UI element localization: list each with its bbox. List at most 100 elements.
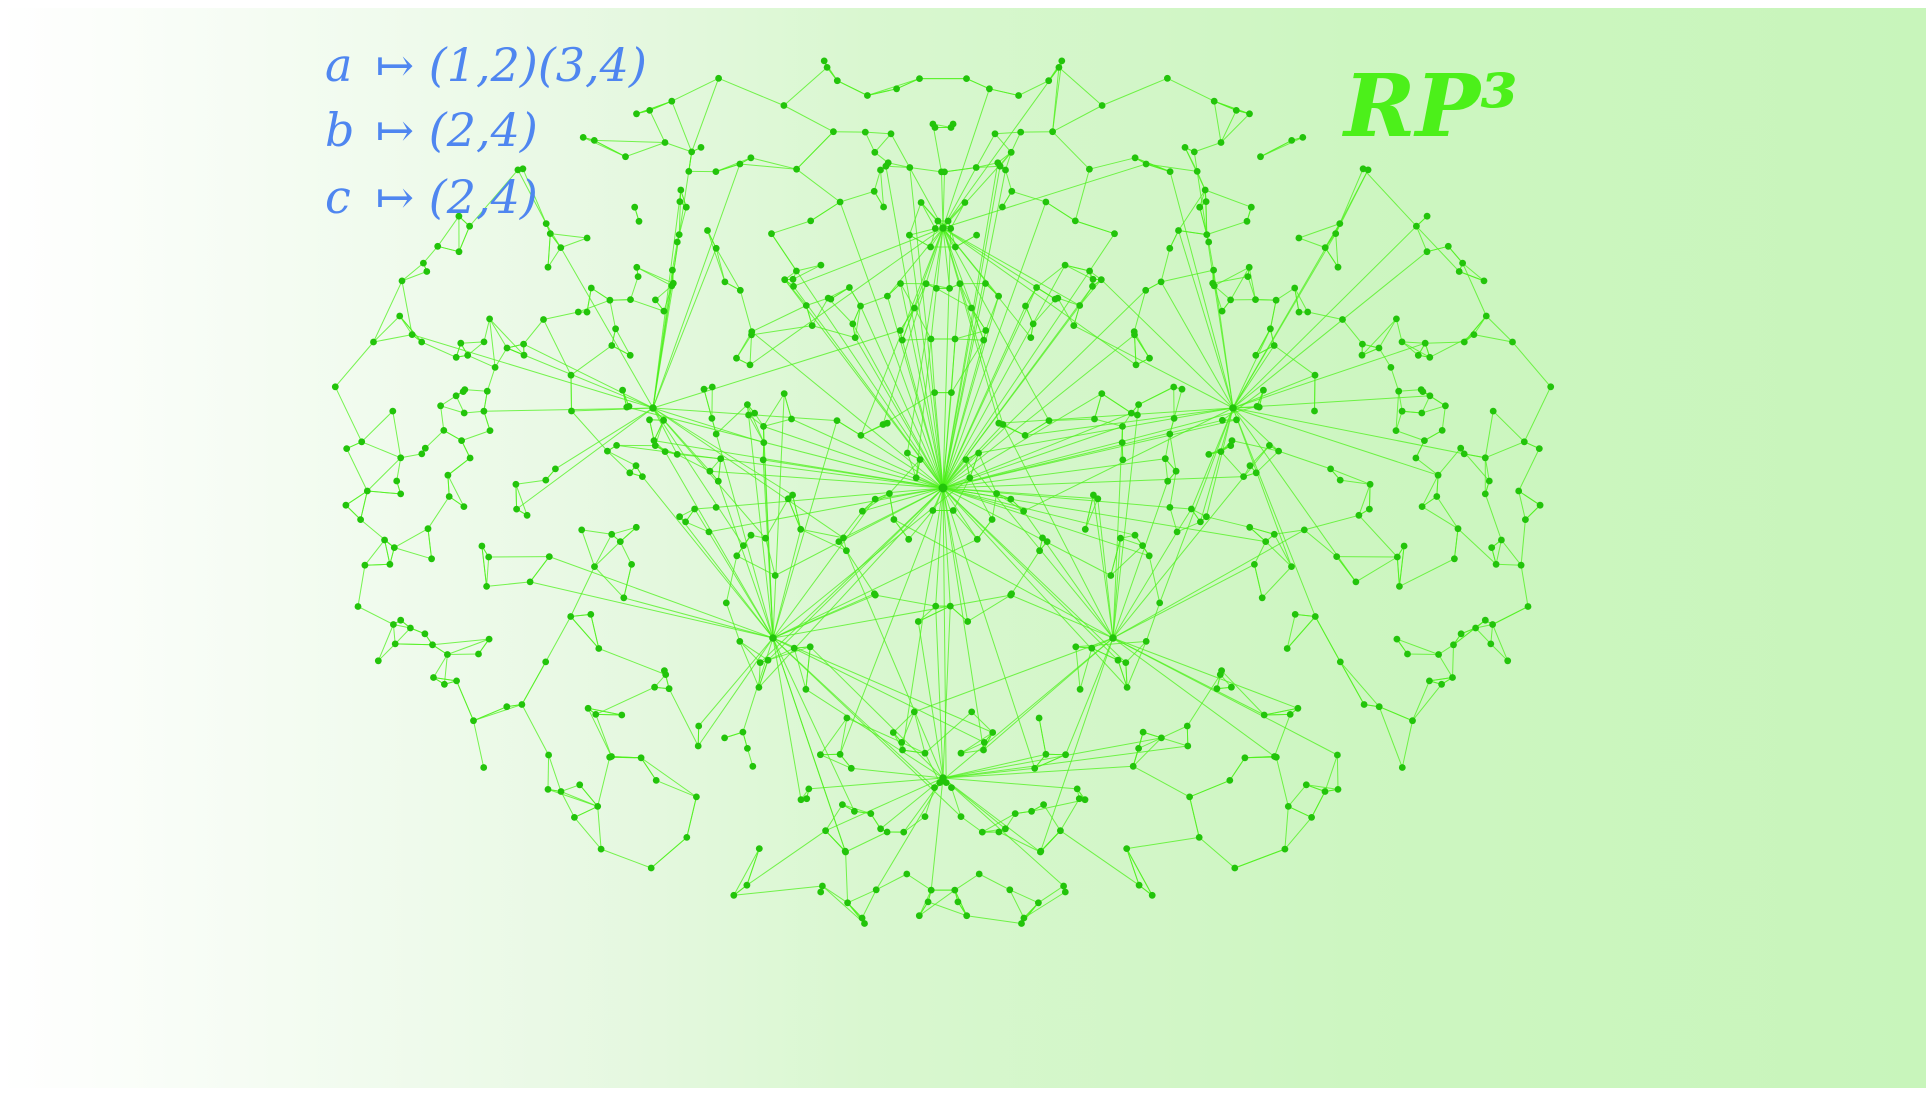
graph-node [1203,231,1211,239]
graph-edge [555,407,654,470]
graph-node [1392,427,1400,434]
graph-edge [954,873,980,891]
graph-edge [523,319,544,345]
graph-node [1076,302,1084,309]
graph-edge [792,264,822,280]
graph-edge [1255,299,1277,301]
graph-edge [1441,405,1446,431]
graph-node [1142,160,1150,168]
graph-node [480,407,488,415]
graph-node [457,339,465,347]
graph-edge [736,334,752,359]
graph-node [567,371,575,379]
graph-node [523,511,531,519]
graph-edge [1073,325,1234,409]
graph-node [730,891,738,899]
graph-edge [1407,653,1439,655]
graph-edge [942,487,951,607]
graph-edge [935,606,944,779]
graph-edge [656,779,697,798]
graph-edge [942,227,1137,366]
graph-node [849,320,857,328]
graph-node [343,445,351,452]
graph-edge [942,458,1166,489]
graph-node [1246,462,1254,470]
graph-edge [1336,754,1339,790]
graph-edge [1232,395,1430,409]
graph-node [1045,77,1053,85]
generator-b: b [325,103,355,157]
graph-edge [934,392,944,489]
graph-node [571,814,578,821]
graph-edge [906,452,917,478]
graph-node [491,364,499,371]
graph-edge [888,162,910,168]
graph-node [651,683,658,691]
graph-edge [1052,105,1103,133]
graph-node [708,383,716,391]
graph-node [637,754,645,762]
graph-edge [942,393,1103,489]
graph-edge [942,227,1000,424]
graph-edge [917,621,944,779]
graph-edge [1205,189,1252,208]
graph-node [1233,416,1240,424]
graph-edge [597,806,602,850]
graph-node [1164,74,1171,82]
graph-edge [1398,389,1422,392]
graph-node [1426,353,1434,361]
graph-node [1202,198,1210,206]
graph-edge [942,606,951,779]
graph-edge [810,201,841,222]
graph-node [934,217,942,225]
graph-edge [1401,341,1426,344]
graph-node [1252,296,1259,303]
graph-node [740,542,747,549]
graph-edge [345,504,361,520]
graph-edge [875,873,908,891]
graph-edge [1011,550,1041,595]
graph-node [755,684,763,691]
graph-node [939,224,947,232]
graph-node [749,762,757,770]
graph-edge [806,297,829,306]
graph-edge [630,276,639,300]
graph-node [1135,881,1143,889]
graph-edge [560,237,588,249]
graph-node [1039,534,1046,542]
graph-edge [486,367,496,392]
graph-node [390,621,397,628]
graph-edge [691,78,720,153]
graph-edge [882,392,935,425]
graph-edge [1412,683,1442,722]
graph-edge [1138,737,1162,749]
graph-edge [942,487,1127,663]
graph-node [963,912,971,920]
graph-edge [725,602,741,642]
graph-node [861,128,869,136]
graph-node [871,590,878,598]
graph-node [694,742,702,750]
graph-node [358,438,366,446]
graph-edge [653,440,944,489]
graph-node [1294,704,1302,712]
graph-node [1400,542,1408,550]
graph-node [1020,914,1028,922]
graph-node [542,220,550,228]
graph-node [1058,57,1066,65]
graph-edge [717,458,722,482]
graph-edge [966,915,1022,924]
graph-edge [515,479,546,485]
graph-edge [882,227,944,425]
graph-node [789,275,797,283]
graph-node [744,401,751,408]
graph-edge [619,541,633,565]
graph-edge [1330,468,1371,485]
graph-node [833,417,841,424]
graph-edge [1132,765,1190,798]
graph-edge [1212,276,1248,284]
graph-node [354,603,362,610]
graph-node [458,437,465,444]
graph-edge [570,345,613,376]
graph-edge [1173,389,1183,419]
